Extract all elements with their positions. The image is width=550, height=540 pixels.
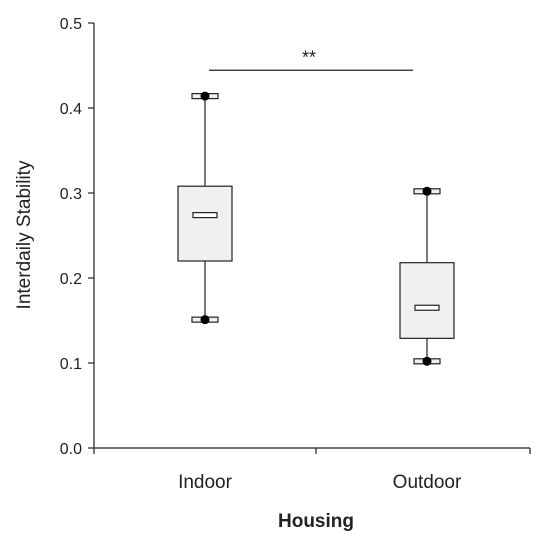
significance-label: ** <box>302 47 316 67</box>
annotations: ** <box>209 47 413 71</box>
y-tick-label: 0.2 <box>60 271 82 288</box>
y-tick-label: 0.3 <box>60 186 82 203</box>
x-tick-label: Indoor <box>178 472 233 493</box>
box-indoor <box>177 91 233 325</box>
x-tick-label: Outdoor <box>393 472 462 493</box>
median-marker <box>414 304 440 311</box>
y-tick-label: 0.0 <box>60 441 82 458</box>
y-tick-label: 0.1 <box>60 356 82 373</box>
iqr-box <box>399 262 455 339</box>
boxes <box>177 91 455 366</box>
y-tick-label: 0.4 <box>60 101 82 118</box>
max-point <box>422 186 432 196</box>
min-point <box>422 356 432 366</box>
max-point <box>200 91 210 101</box>
median-marker <box>192 212 218 219</box>
x-axis-title: Housing <box>278 511 354 532</box>
min-point <box>200 315 210 325</box>
iqr-box <box>177 185 233 262</box>
box-outdoor <box>399 186 455 366</box>
y-axis-title: Interdaily Stability <box>14 160 35 309</box>
y-tick-label: 0.5 <box>60 16 82 33</box>
axes: 0.0 0.1 0.2 0.3 0.4 0.5 Indoor Outdoor <box>60 16 531 493</box>
